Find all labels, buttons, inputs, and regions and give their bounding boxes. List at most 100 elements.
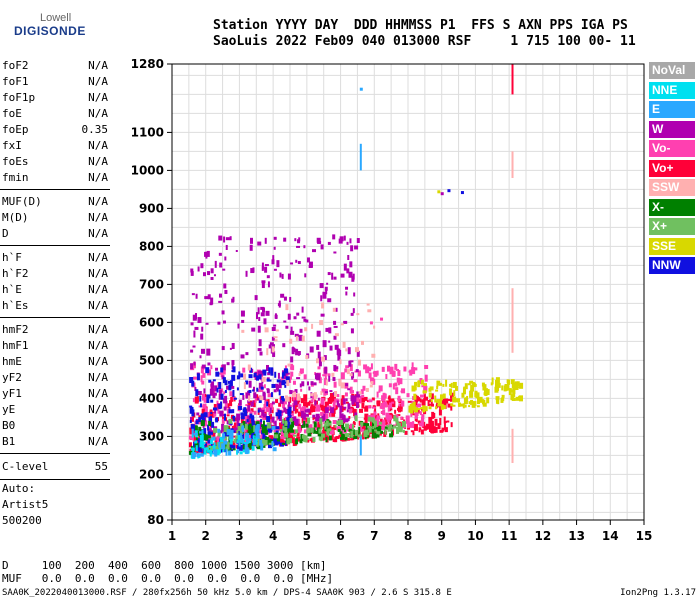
data-mark bbox=[355, 369, 359, 373]
data-mark bbox=[281, 395, 285, 400]
data-mark bbox=[338, 434, 342, 438]
data-mark bbox=[269, 402, 273, 410]
data-mark bbox=[253, 433, 256, 436]
param-value: N/A bbox=[88, 387, 108, 400]
data-mark bbox=[269, 342, 274, 346]
data-mark bbox=[326, 428, 330, 436]
param-name: foEs bbox=[2, 155, 29, 168]
data-mark bbox=[212, 407, 217, 411]
data-mark bbox=[266, 348, 269, 356]
data-mark bbox=[277, 372, 280, 379]
data-mark bbox=[357, 436, 360, 440]
data-mark bbox=[263, 318, 267, 325]
data-mark bbox=[262, 420, 265, 426]
data-mark bbox=[450, 422, 453, 428]
legend-item: Vo- bbox=[649, 140, 695, 157]
data-mark bbox=[226, 414, 230, 417]
data-mark bbox=[439, 417, 442, 425]
data-mark bbox=[200, 441, 205, 447]
data-mark bbox=[430, 393, 434, 400]
data-mark bbox=[319, 283, 324, 289]
data-mark bbox=[440, 403, 444, 410]
data-mark bbox=[283, 320, 287, 323]
separator bbox=[0, 317, 110, 318]
data-mark bbox=[436, 400, 439, 407]
param-name: yE bbox=[2, 403, 16, 416]
data-mark bbox=[293, 316, 297, 320]
data-mark bbox=[245, 392, 248, 399]
data-mark bbox=[289, 424, 292, 428]
data-mark bbox=[414, 398, 418, 403]
data-mark bbox=[271, 259, 275, 265]
data-mark bbox=[449, 388, 453, 396]
data-mark bbox=[286, 428, 290, 434]
data-mark bbox=[328, 340, 331, 343]
param-value: N/A bbox=[88, 195, 108, 208]
data-mark bbox=[210, 268, 214, 274]
data-mark bbox=[236, 375, 240, 380]
data-mark bbox=[374, 406, 377, 414]
data-mark bbox=[366, 423, 370, 429]
data-mark bbox=[371, 417, 375, 423]
data-mark bbox=[361, 394, 365, 398]
param-name: yF1 bbox=[2, 387, 22, 400]
data-mark bbox=[253, 424, 256, 432]
data-mark bbox=[299, 371, 303, 375]
data-mark bbox=[240, 354, 245, 359]
data-mark bbox=[319, 403, 324, 408]
data-mark bbox=[303, 374, 307, 380]
param-value: N/A bbox=[88, 59, 108, 72]
data-mark bbox=[327, 373, 331, 377]
data-mark bbox=[310, 404, 314, 408]
data-mark bbox=[237, 449, 240, 454]
data-mark bbox=[242, 394, 245, 400]
data-mark bbox=[198, 415, 202, 419]
param-value: N/A bbox=[88, 403, 108, 416]
data-mark bbox=[202, 403, 207, 409]
data-mark bbox=[251, 420, 255, 426]
data-mark bbox=[340, 436, 345, 440]
data-mark bbox=[283, 407, 287, 413]
data-mark bbox=[350, 430, 354, 438]
data-mark bbox=[397, 379, 400, 386]
data-mark bbox=[217, 407, 220, 414]
data-mark bbox=[257, 325, 261, 333]
data-mark bbox=[341, 423, 345, 429]
x-tick-label: 10 bbox=[467, 529, 484, 543]
data-mark bbox=[446, 398, 451, 401]
param-row: M(D) N/A bbox=[2, 210, 108, 226]
data-mark bbox=[409, 421, 414, 428]
data-mark bbox=[247, 395, 250, 402]
data-mark bbox=[320, 411, 325, 416]
data-mark bbox=[240, 412, 244, 416]
data-mark bbox=[411, 367, 416, 375]
data-mark bbox=[201, 393, 205, 401]
data-mark bbox=[203, 388, 206, 394]
data-mark bbox=[421, 414, 425, 420]
data-mark bbox=[392, 426, 395, 430]
data-mark bbox=[361, 422, 366, 430]
logo-line2: DIGISONDE bbox=[14, 24, 86, 38]
data-mark bbox=[326, 282, 329, 285]
data-mark bbox=[354, 415, 358, 422]
data-mark bbox=[355, 434, 358, 440]
data-mark bbox=[223, 425, 228, 433]
data-mark bbox=[201, 449, 205, 455]
data-mark bbox=[279, 428, 282, 432]
data-mark bbox=[371, 414, 376, 420]
data-mark bbox=[322, 291, 327, 299]
data-mark bbox=[292, 416, 297, 420]
data-mark bbox=[229, 391, 234, 397]
data-mark bbox=[216, 443, 220, 450]
legend-item: NNW bbox=[649, 257, 695, 274]
data-mark bbox=[194, 425, 198, 432]
data-mark bbox=[367, 416, 371, 422]
data-mark bbox=[444, 421, 447, 424]
data-mark bbox=[301, 381, 305, 387]
data-mark bbox=[389, 418, 392, 425]
data-mark bbox=[398, 403, 401, 407]
data-mark bbox=[376, 391, 379, 398]
data-mark bbox=[223, 448, 226, 453]
data-mark bbox=[231, 445, 236, 449]
data-mark bbox=[191, 293, 195, 296]
